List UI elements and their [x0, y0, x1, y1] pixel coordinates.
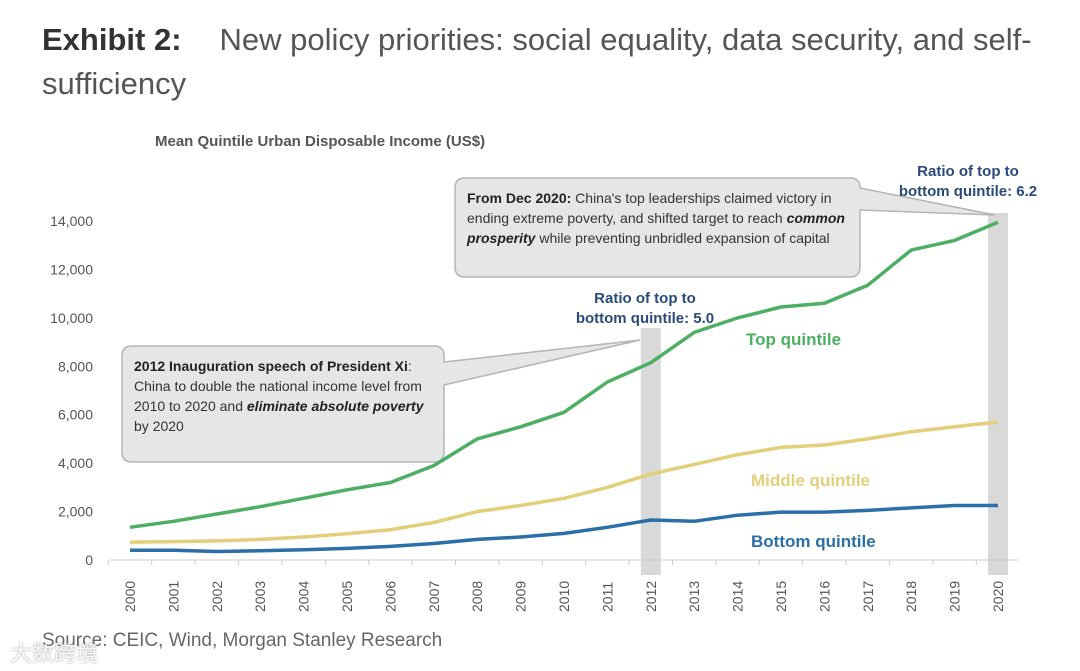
- watermark-logo: 大数跨境: [10, 641, 99, 666]
- x-tick-label: 2008: [469, 581, 485, 612]
- ratio-2012-line2: bottom quintile: 5.0: [575, 310, 715, 327]
- ratio-2012-label: Ratio of top to bottom quintile: 5.0: [555, 289, 735, 329]
- callout-2020-emphasis: common prosperity: [467, 210, 845, 246]
- x-tick-label: 2001: [165, 581, 181, 612]
- x-tick-label: 2000: [122, 581, 138, 612]
- callout-2012-heading: 2012 Inauguration speech of President Xi: [134, 358, 408, 374]
- y-tick-label: 4,000: [58, 455, 93, 471]
- legend-middle-quintile: Middle quintile: [751, 471, 870, 490]
- y-tick-label: 8,000: [58, 358, 93, 374]
- x-tick-label: 2003: [252, 581, 268, 612]
- callout-2012-emphasis: eliminate absolute poverty: [246, 398, 424, 414]
- y-tick-label: 12,000: [50, 261, 93, 277]
- ratio-2020-line1: Ratio of top to: [917, 163, 1019, 180]
- x-tick-label: 2012: [643, 581, 659, 612]
- x-tick-label: 2002: [209, 581, 225, 612]
- callout-2012-bubble: [121, 339, 641, 463]
- x-tick-label: 2014: [730, 581, 746, 612]
- callout-2020: From Dec 2020: China's top leaderships c…: [467, 188, 852, 248]
- callout-2020-text-end: while preventing unbridled expansion of …: [535, 230, 830, 246]
- y-tick-label: 0: [85, 552, 93, 568]
- x-tick-label: 2011: [599, 582, 615, 612]
- x-tick-label: 2013: [686, 581, 702, 612]
- x-tick-label: 2017: [860, 581, 876, 612]
- x-tick-label: 2004: [296, 581, 312, 612]
- source-note: Source: CEIC, Wind, Morgan Stanley Resea…: [42, 630, 443, 651]
- legend-top-quintile: Top quintile: [746, 330, 842, 349]
- callout-2012: 2012 Inauguration speech of President Xi…: [134, 356, 434, 436]
- callout-2020-bubble: [454, 177, 996, 278]
- x-tick-label: 2005: [339, 581, 355, 612]
- x-tick-label: 2007: [426, 581, 442, 612]
- x-tick-label: 2015: [773, 581, 789, 612]
- exhibit-title: Exhibit 2: New policy priorities: social …: [42, 18, 1072, 106]
- chart-title: Mean Quintile Urban Disposable Income (U…: [155, 133, 486, 150]
- ratio-2012-line1: Ratio of top to: [594, 290, 696, 307]
- exhibit-number: Exhibit 2:: [42, 22, 182, 57]
- x-tick-label: 2020: [990, 581, 1006, 612]
- y-tick-label: 14,000: [50, 213, 93, 229]
- x-tick-label: 2006: [382, 581, 398, 612]
- callout-2020-text: China's top leaderships claimed victory …: [467, 190, 832, 226]
- ratio-2020-line2: bottom quintile: 6.2: [898, 183, 1038, 200]
- series-line-top-quintile: [129, 220, 999, 530]
- series-line-bottom-quintile: [130, 503, 998, 554]
- x-tick-label: 2019: [947, 581, 963, 612]
- legend-bottom-quintile: Bottom quintile: [751, 532, 876, 551]
- y-tick-label: 6,000: [58, 407, 93, 423]
- series-line-middle-quintile: [129, 420, 999, 544]
- x-tick-label: 2016: [816, 581, 832, 612]
- exhibit-heading: New policy priorities: social equality, …: [42, 22, 1032, 101]
- x-tick-label: 2009: [513, 581, 529, 612]
- y-tick-label: 10,000: [50, 310, 93, 326]
- callout-2012-text-end: by 2020: [134, 418, 184, 434]
- highlight-band-2020: [988, 213, 1008, 575]
- y-tick-label: 2,000: [58, 504, 93, 520]
- callout-2012-text: : China to double the national income le…: [134, 358, 422, 414]
- callout-2020-heading: From Dec 2020:: [467, 190, 572, 206]
- ratio-2020-label: Ratio of top to bottom quintile: 6.2: [878, 162, 1058, 202]
- x-tick-label: 2010: [556, 581, 572, 612]
- x-tick-label: 2018: [903, 581, 919, 612]
- highlight-band-2012: [640, 328, 661, 575]
